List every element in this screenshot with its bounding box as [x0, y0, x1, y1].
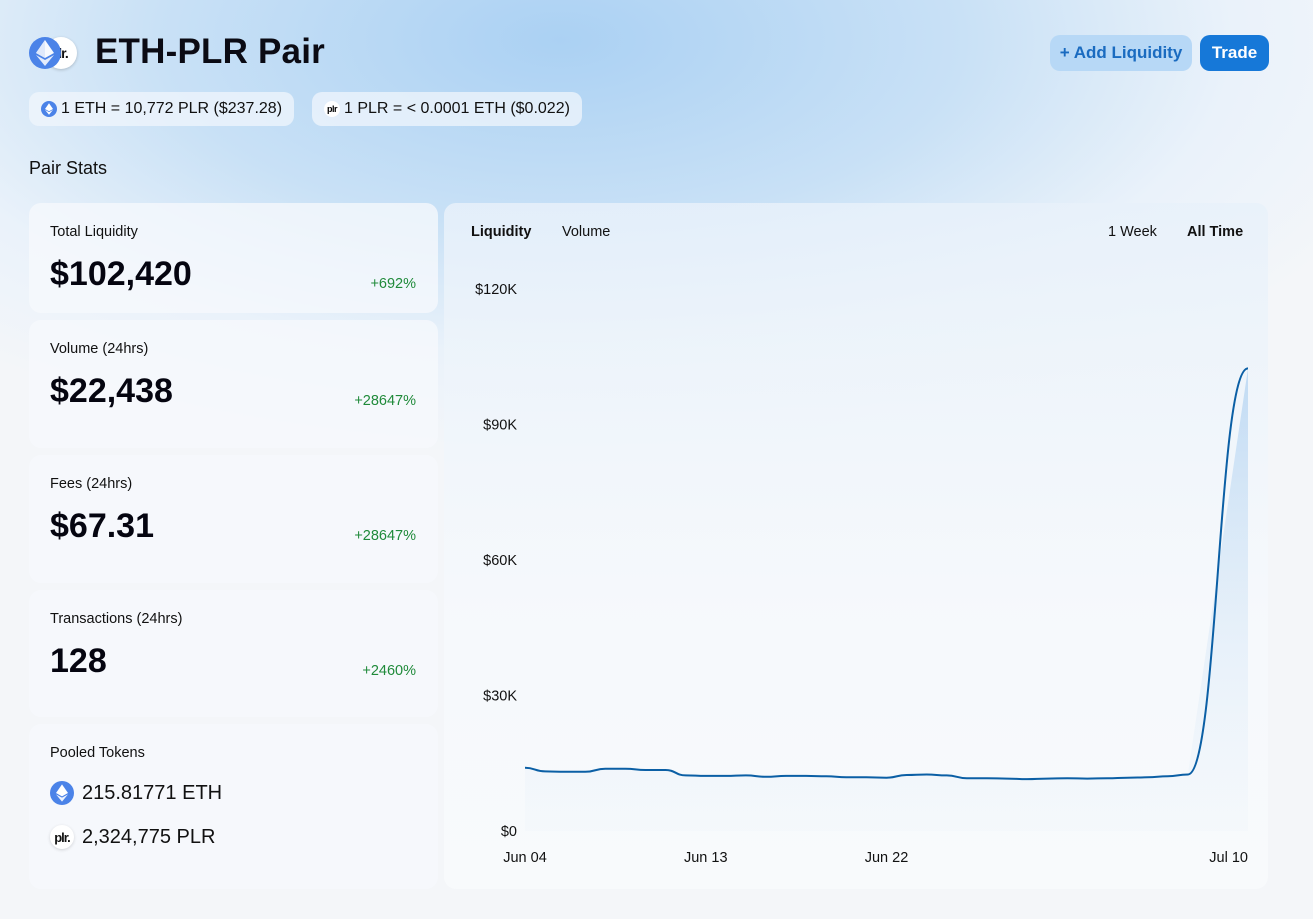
stat-label: Total Liquidity: [50, 224, 138, 240]
liquidity-line: [524, 367, 1249, 781]
stat-card-volume: Volume (24hrs) $22,438 +28647%: [29, 320, 438, 448]
liquidity-area: [525, 368, 1248, 831]
liquidity-chart: $0 $30K $60K $90K $120K Jun 04 Jun 13 Jun 22 Jul…: [475, 282, 1249, 866]
plr-price-text: 1 PLR = < 0.0001 ETH ($0.022): [344, 100, 570, 117]
add-liquidity-button[interactable]: + Add Liquidity: [1050, 35, 1192, 71]
pooled-eth-amount: 215.81771 ETH: [82, 781, 223, 804]
stat-label: Transactions (24hrs): [50, 611, 183, 627]
plr-price-pill: plr 1 PLR = < 0.0001 ETH ($0.022): [312, 92, 582, 126]
plr-logo-text: lr.: [58, 45, 69, 61]
eth-icon: [50, 781, 74, 805]
tab-liquidity[interactable]: Liquidity: [471, 224, 532, 240]
tab-volume[interactable]: Volume: [562, 224, 611, 240]
stat-value: $102,420: [50, 255, 192, 293]
section-title: Pair Stats: [29, 158, 108, 178]
stat-label: Fees (24hrs): [50, 476, 133, 492]
plr-icon: plr.: [50, 825, 74, 849]
stat-value: $22,438: [50, 372, 173, 410]
page-title: ETH-PLR Pair: [95, 32, 325, 71]
eth-price-text: 1 ETH = 10,772 PLR ($237.28): [61, 100, 283, 117]
pooled-tokens-label: Pooled Tokens: [50, 745, 145, 761]
stat-value: $67.31: [50, 507, 154, 545]
stat-change: +692%: [370, 276, 416, 292]
tab-all-time[interactable]: All Time: [1187, 224, 1244, 240]
stat-label: Volume (24hrs): [50, 341, 149, 357]
y-tick-label: $0: [501, 824, 517, 840]
stat-change: +28647%: [354, 393, 416, 409]
chart-card: Liquidity Volume 1 Week All Time $0 $30K $…: [444, 203, 1268, 889]
token-pair-icons: lr.: [29, 37, 79, 70]
y-tick-label: $90K: [483, 418, 517, 434]
pooled-token-eth: 215.81771 ETH: [50, 781, 222, 805]
stat-card-liquidity: Total Liquidity $102,420 +692%: [29, 203, 438, 313]
page-header: lr. ETH-PLR Pair + Add Liquidity Trade: [29, 30, 1269, 76]
stat-value: 128: [50, 642, 107, 680]
pooled-plr-amount: 2,324,775 PLR: [82, 825, 216, 848]
stat-card-fees: Fees (24hrs) $67.31 +28647%: [29, 455, 438, 583]
y-tick-label: $120K: [475, 282, 517, 298]
eth-icon: [41, 101, 57, 117]
x-tick-label: Jun 13: [684, 850, 728, 866]
y-tick-label: $30K: [483, 689, 517, 705]
eth-icon: [29, 37, 61, 69]
stat-change: +28647%: [354, 528, 416, 544]
stat-card-transactions: Transactions (24hrs) 128 +2460%: [29, 590, 438, 717]
eth-price-pill: 1 ETH = 10,772 PLR ($237.28): [29, 92, 295, 126]
x-tick-label: Jul 10: [1209, 850, 1248, 866]
pooled-tokens-card: Pooled Tokens 215.81771 ETH plr. 2,324,7…: [29, 724, 438, 889]
y-tick-label: $60K: [483, 553, 517, 569]
tab-1-week[interactable]: 1 Week: [1108, 224, 1157, 240]
trade-button[interactable]: Trade: [1200, 35, 1269, 71]
plr-icon: plr: [324, 101, 340, 117]
x-tick-label: Jun 22: [865, 850, 909, 866]
pooled-token-plr: plr. 2,324,775 PLR: [50, 825, 215, 849]
stat-change: +2460%: [362, 663, 416, 679]
x-tick-label: Jun 04: [503, 850, 547, 866]
